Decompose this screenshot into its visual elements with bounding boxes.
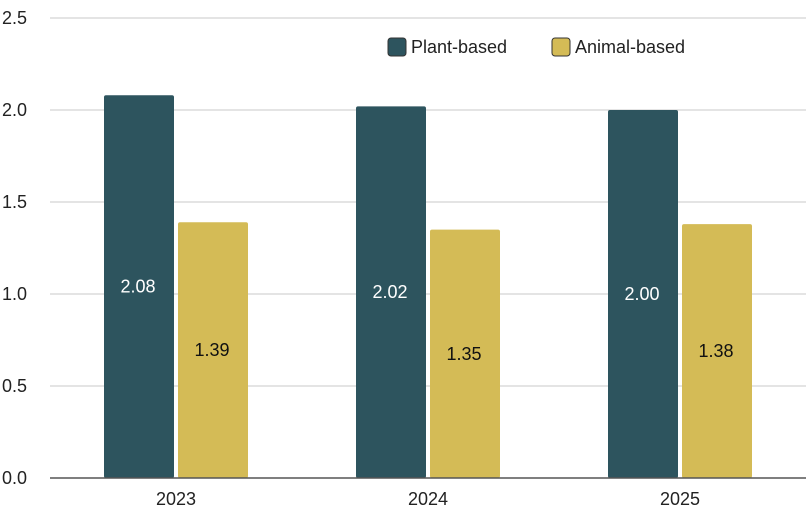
- data-label: 1.38: [698, 341, 733, 361]
- bar-animal-based-2025: [682, 224, 752, 478]
- legend-swatch: [387, 37, 407, 57]
- y-tick-label: 0.5: [2, 376, 27, 396]
- data-label: 2.00: [624, 284, 659, 304]
- y-tick-label: 0.0: [2, 468, 27, 488]
- legend-label: Plant-based: [411, 37, 507, 57]
- legend-label: Animal-based: [575, 37, 685, 57]
- data-label: 1.39: [194, 340, 229, 360]
- y-tick-label: 2.5: [2, 8, 27, 28]
- data-labels: 2.08 1.39 2.02 1.35 2.00 1.38: [120, 277, 733, 364]
- bar-animal-based-2024: [430, 229, 500, 478]
- y-tick-label: 2.0: [2, 100, 27, 120]
- data-label: 2.02: [372, 282, 407, 302]
- x-tick-label: 2024: [408, 489, 448, 509]
- bar-plant-based-2023: [104, 95, 174, 478]
- x-tick-label: 2025: [660, 489, 700, 509]
- y-tick-label: 1.0: [2, 284, 27, 304]
- data-label: 1.35: [446, 344, 481, 364]
- bar-animal-based-2023: [178, 222, 248, 478]
- y-tick-label: 1.5: [2, 192, 27, 212]
- gridlines: [50, 17, 806, 387]
- bar-plant-based-2024: [356, 106, 426, 478]
- legend-swatch: [551, 37, 571, 57]
- bars: [104, 95, 752, 478]
- x-tick-label: 2023: [156, 489, 196, 509]
- data-label: 2.08: [120, 277, 155, 297]
- bar-plant-based-2025: [608, 110, 678, 478]
- axes: 0.0 0.5 1.0 1.5 2.0 2.5 2023 2024 2025: [2, 8, 806, 509]
- legend: Plant-based Animal-based: [387, 37, 685, 57]
